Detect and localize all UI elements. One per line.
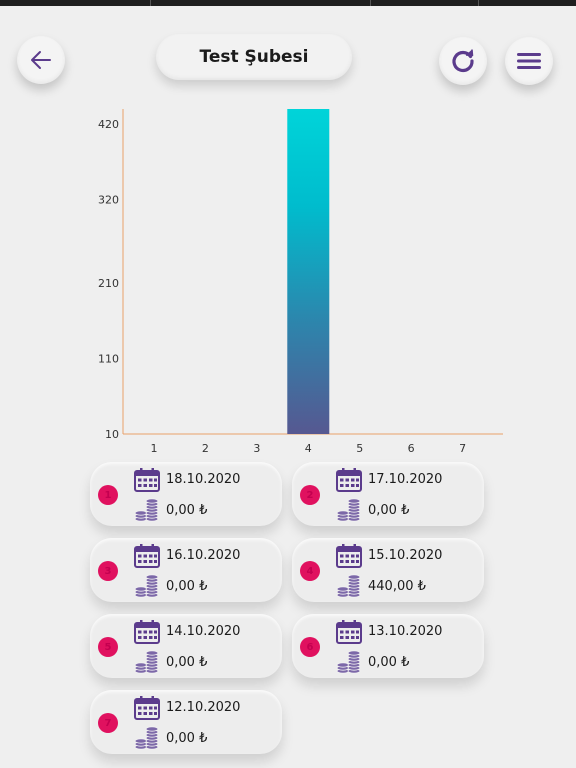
x-tick-label: 5 xyxy=(356,442,363,455)
hamburger-menu-icon xyxy=(517,53,541,69)
calendar-icon xyxy=(336,544,362,568)
calendar-icon xyxy=(134,468,160,492)
status-bar-divider xyxy=(370,0,371,6)
status-bar-divider xyxy=(150,0,151,6)
day-summary-card[interactable]: 2 17.10.2020 0,00 ₺ xyxy=(292,462,484,526)
system-status-bar xyxy=(0,0,576,6)
card-date: 12.10.2020 xyxy=(166,700,241,715)
index-badge: 5 xyxy=(98,637,118,657)
arrow-left-icon xyxy=(31,51,51,69)
day-summary-card[interactable]: 6 13.10.2020 0,00 ₺ xyxy=(292,614,484,678)
card-amount: 0,00 ₺ xyxy=(368,503,410,518)
card-date: 13.10.2020 xyxy=(368,624,443,639)
y-tick-label: 110 xyxy=(98,352,119,365)
status-bar-divider xyxy=(478,0,479,6)
x-tick-label: 4 xyxy=(305,442,312,455)
x-tick-label: 1 xyxy=(151,442,158,455)
y-tick-label: 320 xyxy=(98,194,119,207)
x-tick-label: 2 xyxy=(202,442,209,455)
index-badge: 6 xyxy=(300,637,320,657)
coins-icon xyxy=(134,574,160,598)
index-badge: 1 xyxy=(98,485,118,505)
day-summary-card[interactable]: 4 15.10.2020 440,00 ₺ xyxy=(292,538,484,602)
coins-icon xyxy=(336,574,362,598)
index-badge: 2 xyxy=(300,485,320,505)
card-date: 16.10.2020 xyxy=(166,548,241,563)
y-tick-label: 420 xyxy=(98,118,119,131)
day-summary-card[interactable]: 3 16.10.2020 0,00 ₺ xyxy=(90,538,282,602)
card-date: 18.10.2020 xyxy=(166,472,241,487)
day-summary-card[interactable]: 5 14.10.2020 0,00 ₺ xyxy=(90,614,282,678)
index-badge: 4 xyxy=(300,561,320,581)
refresh-icon xyxy=(452,49,474,73)
day-summary-card[interactable]: 1 18.10.2020 0,00 ₺ xyxy=(90,462,282,526)
coins-icon xyxy=(336,498,362,522)
index-badge: 3 xyxy=(98,561,118,581)
card-amount: 440,00 ₺ xyxy=(368,579,426,594)
calendar-icon xyxy=(134,696,160,720)
y-tick-label: 10 xyxy=(105,428,119,441)
x-tick-label: 3 xyxy=(253,442,260,455)
bar-chart: 420 320 210 110 10 1 2 3 4 5 6 7 xyxy=(98,109,503,455)
bar-4[interactable] xyxy=(287,109,330,434)
card-amount: 0,00 ₺ xyxy=(166,503,208,518)
card-amount: 0,00 ₺ xyxy=(166,579,208,594)
daily-summary-list: 1 18.10.2020 0,00 ₺ 2 17.10.2020 0,00 ₺ 3 xyxy=(0,460,576,768)
card-date: 17.10.2020 xyxy=(368,472,443,487)
x-tick-label: 6 xyxy=(408,442,415,455)
menu-button[interactable] xyxy=(505,37,553,85)
x-tick-label: 7 xyxy=(459,442,466,455)
card-date: 15.10.2020 xyxy=(368,548,443,563)
header: Test Şubesi xyxy=(0,0,576,100)
coins-icon xyxy=(134,498,160,522)
coins-icon xyxy=(336,650,362,674)
back-button[interactable] xyxy=(17,36,65,84)
calendar-icon xyxy=(336,468,362,492)
index-badge: 7 xyxy=(98,713,118,733)
coins-icon xyxy=(134,650,160,674)
y-tick-label: 210 xyxy=(98,277,119,290)
coins-icon xyxy=(134,726,160,750)
card-amount: 0,00 ₺ xyxy=(166,655,208,670)
refresh-button[interactable] xyxy=(439,37,487,85)
card-amount: 0,00 ₺ xyxy=(166,731,208,746)
card-date: 14.10.2020 xyxy=(166,624,241,639)
card-amount: 0,00 ₺ xyxy=(368,655,410,670)
calendar-icon xyxy=(134,544,160,568)
day-summary-card[interactable]: 7 12.10.2020 0,00 ₺ xyxy=(90,690,282,754)
page-title: Test Şubesi xyxy=(156,34,352,80)
calendar-icon xyxy=(134,620,160,644)
calendar-icon xyxy=(336,620,362,644)
